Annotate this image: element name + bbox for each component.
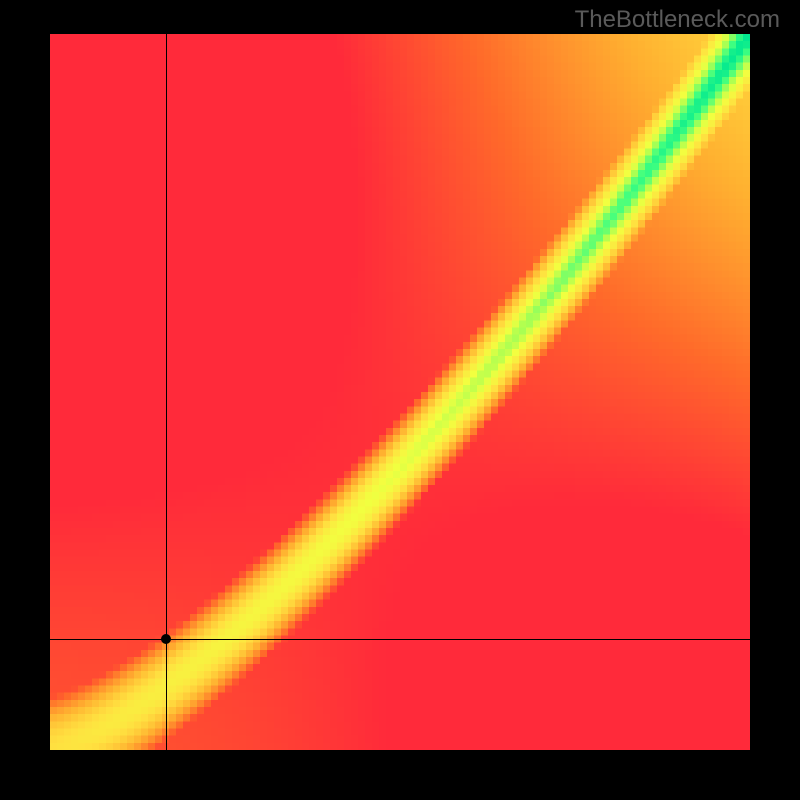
crosshair-horizontal [50, 639, 750, 640]
heatmap-plot [50, 34, 750, 750]
watermark-text: TheBottleneck.com [575, 6, 780, 34]
chart-container: TheBottleneck.com [0, 0, 800, 800]
heatmap-canvas [50, 34, 750, 750]
data-point-marker [161, 634, 171, 644]
